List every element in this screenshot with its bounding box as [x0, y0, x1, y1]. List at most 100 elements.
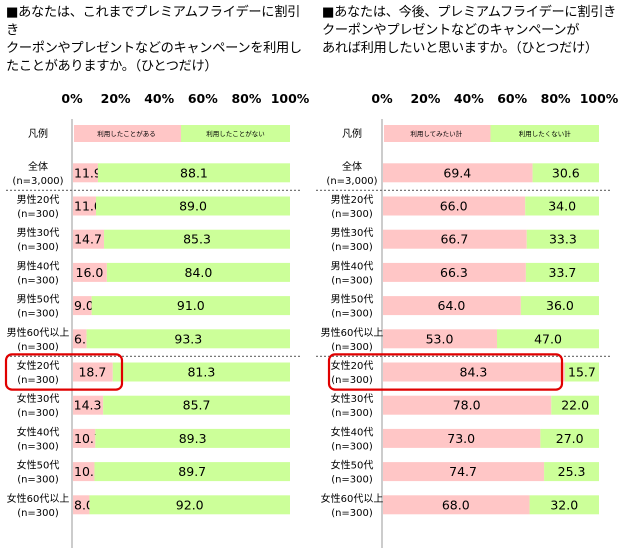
x-tick-label: 20% — [410, 91, 440, 106]
data-label: 66.7 — [440, 232, 468, 247]
category-label: 男性30代 — [331, 226, 374, 239]
legend-swatch — [181, 125, 290, 142]
legend-label: 利用したことがない — [206, 129, 265, 138]
data-label: 69.4 — [443, 165, 471, 180]
bar-segment — [73, 428, 96, 448]
x-tick-label: 0% — [371, 91, 393, 106]
legend-title: 凡例 — [342, 127, 362, 140]
legend-label: 利用してみたい計 — [410, 129, 462, 138]
x-tick-label: 40% — [144, 91, 174, 106]
category-n-label: (n=300) — [331, 441, 373, 452]
category-label: 女性40代 — [17, 425, 60, 438]
bar-segment — [106, 262, 290, 282]
category-label: 女性20代 — [331, 359, 374, 372]
data-label: 14.3 — [74, 398, 102, 413]
category-label: 男性60代以上 — [321, 326, 384, 339]
data-label: 78.0 — [453, 398, 481, 413]
bar-segment — [526, 229, 599, 249]
category-n-label: (n=300) — [17, 508, 59, 519]
legend-label: 利用したくない計 — [519, 129, 572, 138]
x-tick-label: 40% — [454, 91, 484, 106]
bar-segment — [104, 229, 291, 249]
bar-segment — [91, 296, 291, 316]
bar-segment — [73, 462, 95, 482]
category-label: 全体 — [342, 160, 362, 173]
bar-segment — [520, 296, 599, 316]
bar-segment — [383, 229, 527, 249]
data-label: 11.9 — [74, 165, 102, 180]
bar-segment — [525, 196, 599, 216]
x-tick-label: 100% — [271, 91, 310, 106]
data-label: 30.6 — [552, 165, 580, 180]
category-n-label: (n=300) — [17, 342, 59, 353]
x-tick-label: 80% — [541, 91, 571, 106]
data-label: 91.0 — [177, 298, 205, 313]
category-label: 男性50代 — [17, 293, 60, 306]
data-label: 81.3 — [187, 365, 215, 380]
category-label: 女性60代以上 — [7, 492, 70, 505]
category-n-label: (n=300) — [17, 309, 59, 320]
data-label: 25.3 — [558, 464, 586, 479]
category-label: 男性20代 — [17, 193, 60, 206]
x-tick-label: 20% — [101, 91, 131, 106]
category-n-label: (n=300) — [17, 375, 59, 386]
data-label: 89.3 — [179, 431, 207, 446]
category-n-label: (n=300) — [331, 475, 373, 486]
data-label: 36.0 — [546, 298, 574, 313]
data-label: 85.3 — [183, 232, 211, 247]
data-label: 89.0 — [179, 199, 207, 214]
data-label: 15.7 — [568, 365, 596, 380]
legend-title: 凡例 — [28, 127, 48, 140]
x-tick-label: 0% — [61, 91, 83, 106]
bar-segment — [551, 395, 599, 415]
category-n-label: (n=300) — [331, 209, 373, 220]
data-label: 11.0 — [74, 199, 102, 214]
x-tick-label: 60% — [497, 91, 527, 106]
x-tick-label: 100% — [580, 91, 619, 106]
bar-segment — [383, 428, 541, 448]
highlight-box — [4, 353, 124, 391]
data-label: 93.3 — [174, 331, 202, 346]
bar-segment — [544, 462, 599, 482]
data-label: 8.0 — [74, 497, 94, 512]
category-n-label: (n=3,000) — [12, 176, 63, 187]
category-n-label: (n=300) — [17, 408, 59, 419]
data-label: 47.0 — [534, 331, 562, 346]
bar-segment — [112, 362, 291, 382]
data-label: 84.0 — [185, 265, 213, 280]
data-label: 34.0 — [548, 199, 576, 214]
bar-segment — [497, 329, 599, 349]
category-n-label: (n=300) — [17, 242, 59, 253]
data-label: 18.7 — [78, 365, 106, 380]
bar-segment — [73, 362, 113, 382]
category-label: 女性50代 — [331, 459, 374, 472]
bar-segment — [383, 395, 552, 415]
bar-segment — [73, 262, 107, 282]
category-n-label: (n=300) — [331, 342, 373, 353]
data-label: 92.0 — [176, 497, 204, 512]
category-n-label: (n=300) — [17, 441, 59, 452]
category-label: 女性30代 — [17, 392, 60, 405]
question-right: ■あなたは、今後、プレミアムフライデーに割引き クーポンやプレゼントなどのキャン… — [322, 5, 616, 56]
bar-segment — [97, 163, 290, 183]
bar-segment — [73, 163, 98, 183]
data-label: 66.0 — [440, 199, 468, 214]
category-n-label: (n=300) — [17, 275, 59, 286]
legend-swatch — [384, 125, 491, 142]
bar-segment — [383, 196, 526, 216]
data-label: 73.0 — [447, 431, 475, 446]
bar-segment — [73, 296, 92, 316]
x-tick-label: 80% — [231, 91, 261, 106]
highlight-box — [327, 353, 564, 391]
data-label: 22.0 — [561, 398, 589, 413]
bar-segment — [73, 329, 87, 349]
category-n-label: (n=300) — [331, 275, 373, 286]
data-label: 33.7 — [549, 265, 577, 280]
bar-segment — [540, 428, 599, 448]
data-label: 66.3 — [440, 265, 468, 280]
category-label: 女性40代 — [331, 425, 374, 438]
category-n-label: (n=300) — [331, 408, 373, 419]
data-label: 64.0 — [438, 298, 466, 313]
bar-segment — [383, 296, 521, 316]
